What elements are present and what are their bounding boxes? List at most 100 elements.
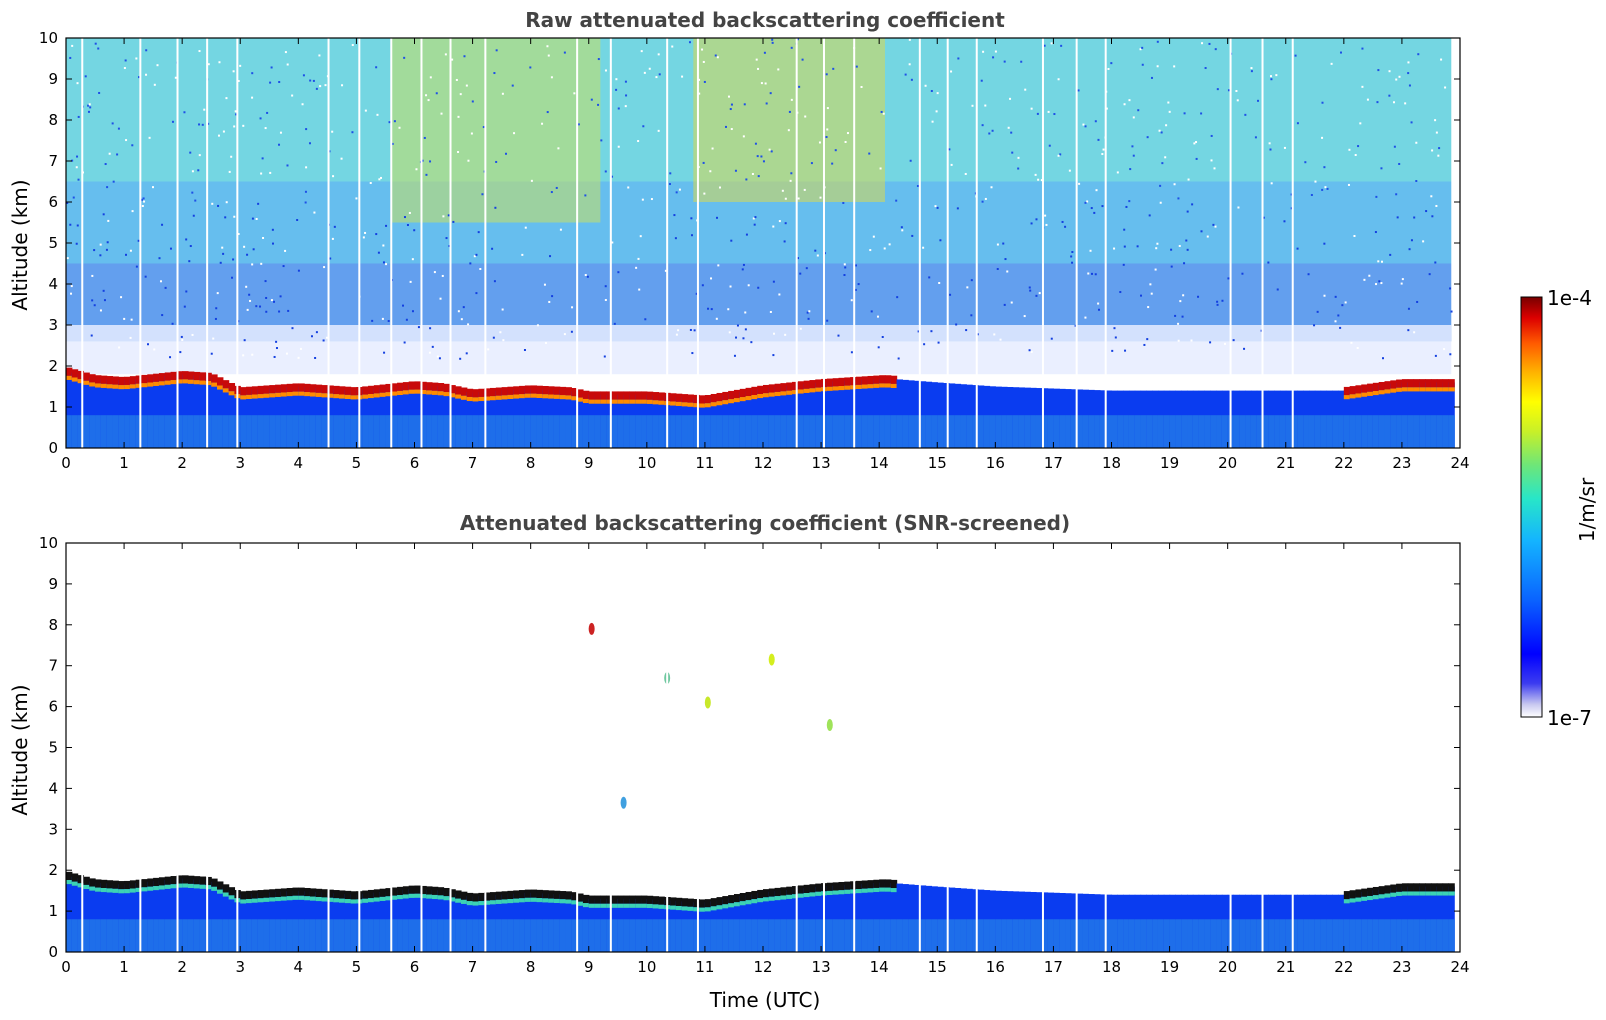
x-tick-label: 24 xyxy=(1450,958,1469,976)
near-surface-column xyxy=(141,415,148,448)
data-gap-line xyxy=(358,543,361,952)
noise-speckle xyxy=(482,126,485,129)
noise-speckle xyxy=(718,186,721,189)
noise-speckle xyxy=(499,331,502,334)
noise-speckle xyxy=(714,54,717,57)
cloud-edge-layer xyxy=(600,399,607,404)
near-surface-column xyxy=(263,919,270,952)
near-surface-column xyxy=(66,415,73,448)
noise-speckle xyxy=(1334,295,1337,298)
near-surface-column xyxy=(414,919,421,952)
data-gap-line xyxy=(1261,543,1264,952)
noise-speckle xyxy=(1146,136,1149,139)
noise-speckle xyxy=(988,132,991,135)
near-surface-column xyxy=(344,919,352,952)
noise-speckle xyxy=(1150,76,1153,79)
noise-speckle xyxy=(910,78,913,81)
near-surface-column xyxy=(257,415,265,448)
noise-speckle xyxy=(89,106,92,109)
noise-speckle xyxy=(769,92,772,95)
noise-speckle xyxy=(948,148,951,151)
cloud-top-layer xyxy=(693,899,700,908)
near-surface-column xyxy=(1169,415,1176,448)
cloud-top-layer xyxy=(368,385,375,394)
cloud-edge-layer xyxy=(797,389,805,394)
near-surface-column xyxy=(1291,415,1298,448)
noise-speckle xyxy=(1408,84,1411,87)
noise-speckle xyxy=(1182,294,1185,297)
cloud-edge-layer xyxy=(449,897,456,902)
noise-speckle xyxy=(1435,131,1438,134)
cloud-top-layer xyxy=(501,387,509,396)
cloud-edge-layer xyxy=(710,402,718,407)
near-surface-column xyxy=(977,919,985,952)
noise-speckle xyxy=(930,330,933,333)
cloud-top-layer xyxy=(699,395,706,404)
noise-speckle xyxy=(107,219,110,222)
cloud-edge-layer xyxy=(815,891,822,896)
cloud-edge-layer xyxy=(89,382,96,387)
cloud-top-layer xyxy=(646,895,654,904)
cloud-top-layer xyxy=(205,876,212,886)
near-surface-column xyxy=(757,919,764,952)
cloud-edge-layer xyxy=(211,886,218,891)
cloud-top-layer xyxy=(1401,883,1409,892)
cloud-edge-layer xyxy=(838,890,845,895)
cloud-top-layer xyxy=(228,383,236,392)
cloud-edge-layer xyxy=(1390,892,1397,897)
noise-speckle xyxy=(1376,101,1379,104)
cloud-top-layer xyxy=(292,887,299,896)
cloud-edge-layer xyxy=(420,389,427,395)
noise-speckle xyxy=(1283,220,1286,223)
noise-speckle xyxy=(203,108,206,111)
boundary-layer-column xyxy=(832,885,840,952)
noise-speckle xyxy=(760,82,763,85)
near-surface-column xyxy=(1041,919,1049,952)
boundary-layer-column xyxy=(861,883,869,952)
boundary-layer-column xyxy=(908,884,915,952)
near-surface-column xyxy=(187,415,195,448)
noise-speckle xyxy=(1323,294,1326,297)
cloud-top-layer xyxy=(124,376,131,385)
near-surface-column xyxy=(182,919,189,952)
noise-speckle xyxy=(405,318,408,321)
noise-speckle xyxy=(1213,167,1216,170)
cloud-edge-layer xyxy=(519,898,526,903)
near-surface-column xyxy=(280,919,288,952)
noise-speckle xyxy=(772,280,775,283)
noise-speckle xyxy=(1323,166,1326,169)
near-surface-column xyxy=(1413,415,1420,448)
cloud-top-layer xyxy=(182,371,189,380)
cloud-edge-layer xyxy=(716,905,723,910)
near-surface-column xyxy=(217,919,224,952)
noise-speckle xyxy=(908,63,911,66)
noise-speckle xyxy=(1341,304,1344,307)
noise-speckle xyxy=(1168,110,1171,113)
noise-speckle xyxy=(772,354,775,357)
noise-speckle xyxy=(831,162,834,165)
cloud-top-layer xyxy=(733,894,741,903)
noise-speckle xyxy=(1010,131,1013,134)
noise-speckle xyxy=(1434,261,1437,264)
boundary-layer-column xyxy=(89,377,96,448)
noise-speckle xyxy=(255,217,258,220)
noise-speckle xyxy=(936,206,939,209)
noise-speckle xyxy=(1296,122,1299,125)
x-tick-label: 12 xyxy=(753,454,772,472)
near-surface-column xyxy=(141,919,148,952)
cloud-edge-layer xyxy=(739,397,747,402)
cloud-top-layer xyxy=(257,890,265,899)
noise-speckle xyxy=(1214,48,1217,51)
noise-speckle xyxy=(465,84,468,87)
noise-speckle xyxy=(965,329,968,332)
near-surface-column xyxy=(1425,919,1432,952)
noise-speckle xyxy=(102,213,105,216)
cloud-top-layer xyxy=(1401,379,1409,388)
cloud-edge-layer xyxy=(652,400,660,405)
noise-speckle xyxy=(116,153,119,156)
noise-speckle xyxy=(146,343,149,346)
near-surface-column xyxy=(995,415,1002,448)
noise-speckle xyxy=(787,129,790,132)
boundary-layer-column xyxy=(879,378,886,448)
noise-speckle xyxy=(249,299,252,302)
